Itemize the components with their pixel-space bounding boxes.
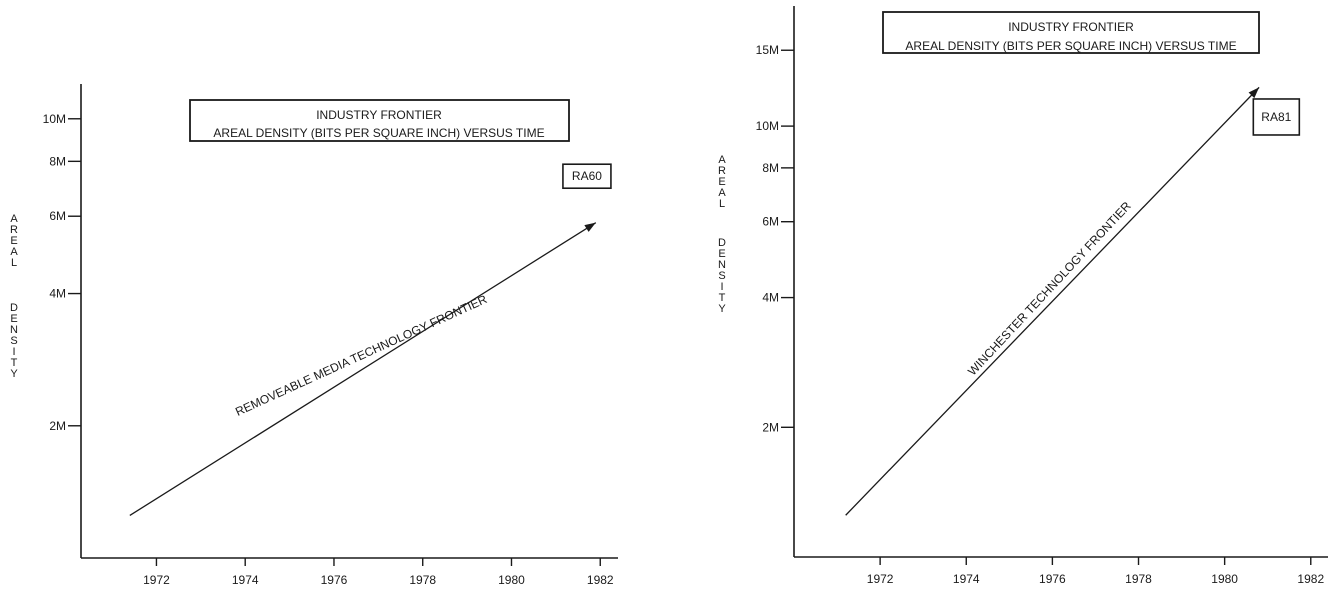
y-tick-label: 10M [43,112,66,126]
x-tick-label: 1982 [587,573,614,587]
x-tick-label: 1974 [953,572,980,586]
x-tick-label: 1978 [409,573,436,587]
frontier-line [129,222,597,516]
chart-title-line: INDUSTRY FRONTIER [1008,20,1134,34]
x-tick-label: 1982 [1297,572,1324,586]
x-tick-label: 1974 [232,573,259,587]
product-box [1252,98,1301,136]
product-label: RA81 [1261,110,1291,124]
y-tick-label: 4M [49,287,66,301]
y-tick-label: 15M [756,43,779,57]
x-tick-label: 1976 [1039,572,1066,586]
product-label: RA60 [572,169,602,183]
frontier-label: REMOVEABLE MEDIA TECHNOLOGY FRONTIER [233,292,489,419]
frontier-arrowhead [1248,87,1260,99]
chart-title-line: AREAL DENSITY (BITS PER SQUARE INCH) VER… [905,39,1236,53]
chart-winchester: 2M 4M 6M 8M 10M 15M 1972 1974 1976 1978 1980 1982 IN… [700,0,1329,590]
y-tick-label: 10M [756,119,779,133]
y-tick-label: 6M [49,209,66,223]
product-box [562,163,612,190]
y-tick-label: 2M [762,420,779,434]
chart-title-box [882,11,1260,54]
frontier-line [845,86,1260,516]
x-tick-label: 1980 [1211,572,1238,586]
y-tick-label: 8M [49,154,66,168]
chart-removeable-media: 2M 4M 6M 8M 10M 1972 1974 1976 1978 1980 1982 INDUS… [0,0,660,590]
chart-svg-left: 2M 4M 6M 8M 10M 1972 1974 1976 1978 1980 1982 INDUS… [10,84,618,587]
frontier-label: WINCHESTER TECHNOLOGY FRONTIER [965,199,1134,379]
chart-title-box [189,99,570,142]
chart-title-line: AREAL DENSITY (BITS PER SQUARE INCH) VER… [213,126,544,140]
x-tick-label: 1972 [867,572,894,586]
y-tick-label: 2M [49,419,66,433]
chart-title-line: INDUSTRY FRONTIER [316,108,442,122]
frontier-arrowhead [584,222,596,232]
x-tick-label: 1976 [321,573,348,587]
y-tick-label: 8M [762,161,779,175]
x-tick-label: 1972 [143,573,170,587]
y-tick-label: 4M [762,291,779,305]
y-tick-label: 6M [762,215,779,229]
x-tick-label: 1978 [1125,572,1152,586]
x-tick-label: 1980 [498,573,525,587]
chart-svg-right: 2M 4M 6M 8M 10M 15M 1972 1974 1976 1978 1980 1982 IN… [718,6,1328,586]
